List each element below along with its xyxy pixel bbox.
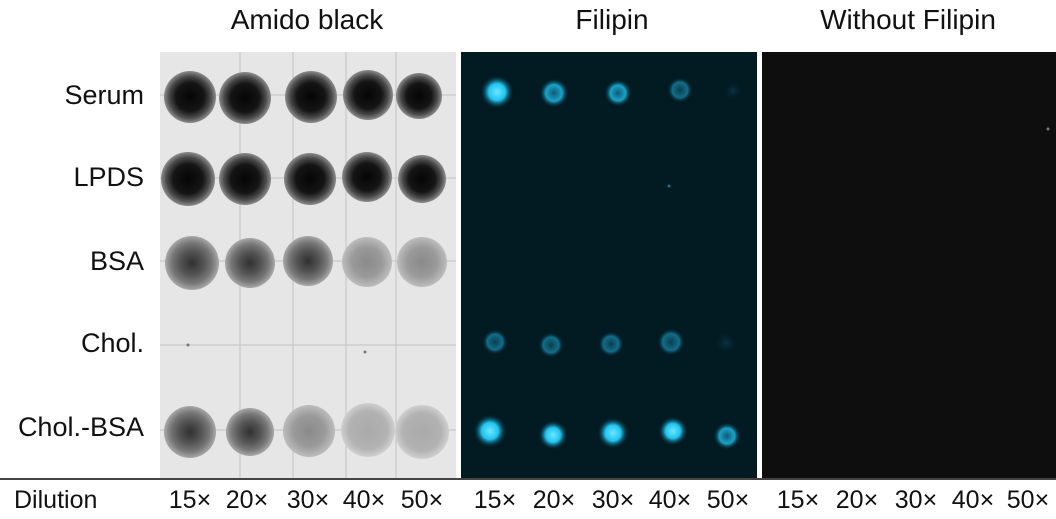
title-amido-black: Amido black — [230, 4, 384, 35]
row-label-serum: Serum — [64, 80, 144, 110]
dilution-without-15: 15× — [776, 486, 820, 514]
filipin-row-lpds — [667, 184, 671, 188]
dilution-filipin-50: 50× — [706, 486, 750, 514]
amido-row-bsa — [165, 236, 447, 290]
dilution-amido-50: 50× — [400, 486, 444, 514]
filipin-panel — [461, 52, 757, 479]
filipin-row-serum — [480, 75, 744, 109]
title-filipin: Filipin — [575, 4, 649, 35]
row-label-lpds: LPDS — [73, 162, 144, 192]
dilution-filipin-40: 40× — [648, 486, 692, 514]
row-label-bsa: BSA — [89, 246, 144, 276]
without-filipin-panel — [762, 52, 1056, 479]
bottom-separator — [0, 478, 1056, 480]
dilution-filipin-20: 20× — [532, 486, 576, 514]
row-label-chol: Chol. — [80, 328, 144, 358]
row-label-chol-bsa: Chol.-BSA — [17, 412, 144, 442]
dilution-filipin-15: 15× — [473, 486, 517, 514]
title-without-filipin: Without Filipin — [820, 4, 996, 35]
dilution-filipin-30: 30× — [591, 486, 635, 514]
filipin-row-chol — [482, 328, 739, 358]
amido-row-lpds — [161, 152, 446, 206]
dilution-amido-40: 40× — [342, 486, 386, 514]
amido-row-chol — [186, 343, 367, 354]
amido-row-serum — [164, 70, 442, 124]
dilution-label: Dilution — [14, 486, 98, 514]
amido-black-panel — [160, 52, 456, 479]
dilution-amido-20: 20× — [225, 486, 269, 514]
filipin-row-chol-bsa — [473, 414, 741, 450]
dilution-without-20: 20× — [835, 486, 879, 514]
dilution-amido-30: 30× — [286, 486, 330, 514]
amido-row-chol-bsa — [164, 403, 449, 459]
dilution-without-50: 50× — [1006, 486, 1050, 514]
dilution-without-30: 30× — [894, 486, 938, 514]
dilution-without-40: 40× — [951, 486, 995, 514]
dilution-amido-15: 15× — [168, 486, 212, 514]
